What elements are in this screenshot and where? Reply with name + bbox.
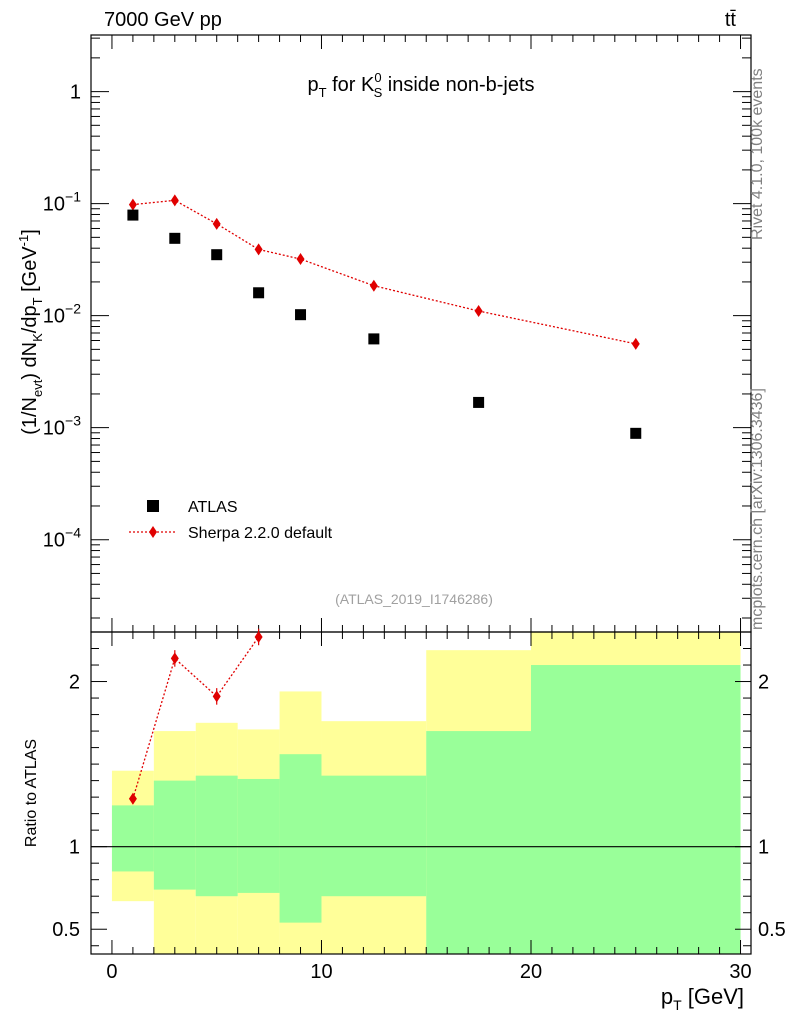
y-tick-label: 10−3 [43,413,81,440]
atlas-point [169,232,181,244]
sherpa-point [474,305,483,318]
x-tick-label: 10 [310,961,332,983]
x-tick-label: 20 [520,961,542,983]
band-inner-4 [279,754,322,923]
y-tick-label: 10−2 [43,301,81,328]
band-inner-2 [195,775,238,897]
ratio-point [212,690,221,703]
sherpa-point [254,243,263,256]
sherpa-point [296,253,305,266]
header-right: tt̄ [725,9,737,31]
ratio-y-tick-label-left: 2 [69,672,80,694]
band-inner-0 [111,805,154,872]
legend-atlas-marker [147,500,159,512]
ratio-y-tick-label-right: 2 [758,672,769,694]
band-inner-3 [237,778,280,893]
x-tick-label: 30 [729,961,751,983]
atlas-point [630,427,642,439]
sherpa-point [369,279,378,292]
plot-title: pT for K0 S inside non-b-jets [307,70,534,100]
ratio-line [132,636,260,799]
x-axis-label: pT [GeV] [661,984,744,1013]
ratio-point [128,792,137,805]
legend-atlas-label: ATLAS [188,499,238,516]
y-axis-label: (1/Nevt) dNK/dpT [GeV-1] [16,229,45,435]
axis-tick-labels: 0 10 20 30 1 10−1 10−2 10−3 10−4 0.5 0.5 1 1 2 2 [43,82,786,983]
ratio-y-tick-label-right: 1 [758,837,769,859]
ratio-markers [128,628,263,805]
atlas-markers [127,209,642,439]
band-inner-1 [153,780,196,890]
header-left: 7000 GeV pp [104,9,222,31]
atlas-point [127,209,139,221]
side-text-mcplots: mcplots.cern.ch [arXiv:1306.3436] [749,388,766,630]
ratio-bands-inner [111,665,741,954]
y-tick-label: 1 [70,82,81,104]
sherpa-point [212,217,221,230]
x-tick-label: 0 [106,961,117,983]
ratio-y-axis-label: Ratio to ATLAS [23,739,40,847]
sherpa-point [170,194,179,207]
ratio-y-tick-label-left: 1 [69,837,80,859]
y-tick-label: 10−4 [43,525,81,552]
y-tick-label: 10−1 [43,189,81,216]
sherpa-point [631,337,640,350]
atlas-point [253,287,265,299]
band-inner-7 [531,665,741,954]
atlas-point [295,309,307,321]
legend: ATLAS Sherpa 2.2.0 default [129,499,333,542]
ratio-point [254,630,263,643]
ratio-y-tick-label-right: 0.5 [758,919,786,941]
atlas-point [473,396,485,408]
legend-sherpa-label: Sherpa 2.2.0 default [188,525,333,542]
atlas-point [211,249,223,261]
ratio-point [170,652,179,665]
band-inner-6 [426,731,531,954]
legend-sherpa-marker [149,526,157,538]
side-text-rivet: Rivet 4.1.0, 100k events [749,68,766,240]
ratio-y-tick-label-left: 0.5 [52,919,80,941]
ratio-plot-frame [90,631,752,955]
sherpa-line [132,199,636,345]
sherpa-point [128,198,137,211]
axis-ticks [91,35,751,954]
atlas-point [368,333,380,345]
analysis-id: (ATLAS_2019_I1746286) [335,591,493,607]
sherpa-markers [128,194,640,350]
band-inner-5 [321,775,427,897]
